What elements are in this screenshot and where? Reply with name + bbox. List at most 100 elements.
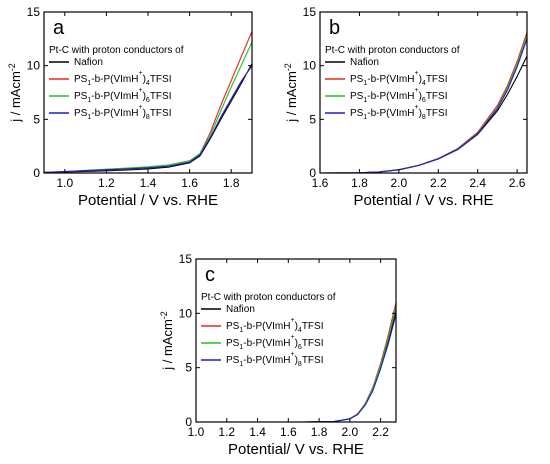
legend-entry-part: ) [295, 321, 298, 332]
legend-entry-part: PS [350, 74, 364, 85]
y-tick-label: 0 [185, 415, 192, 429]
x-tick-label: 1.2 [218, 425, 235, 439]
legend-entry-part: 4 [422, 80, 426, 87]
legend-entry: PS1-b-P(VImH+)4TFSI [350, 70, 448, 87]
legend-entry-part: -b-P(VImH [367, 91, 414, 102]
legend-entry-part: 8 [298, 361, 302, 368]
x-tick-label: 2.6 [509, 176, 526, 190]
legend-entry-part: Nafion [74, 57, 103, 68]
legend-entry-part: TFSI [150, 74, 172, 85]
legend-entry: PS1-b-P(VImH+)8TFSI [226, 351, 324, 368]
legend-entry-part: + [290, 351, 294, 358]
legend-entry-part: + [138, 70, 142, 77]
legend-entry-part: PS [350, 91, 364, 102]
legend-entry-part: ) [143, 91, 146, 102]
panel-label: c [205, 264, 215, 286]
legend-entry: PS1-b-P(VImH+)4TFSI [226, 317, 324, 334]
legend-entry: PS1-b-P(VImH+)6TFSI [226, 334, 324, 351]
legend-entry-part: + [138, 104, 142, 111]
legend-entry-part: 1 [87, 114, 91, 121]
plot-frame [195, 258, 397, 423]
legend-entry-part: ) [295, 338, 298, 349]
y-axis-label-sup: -2 [283, 63, 293, 71]
legend-entry-part: 1 [239, 327, 243, 334]
legend-entry-part: + [414, 70, 418, 77]
x-tick-label: 1.4 [249, 425, 266, 439]
legend-title: Pt-C with proton conductors of [201, 292, 336, 303]
legend-entry-part: 8 [422, 114, 426, 121]
series-line-3 [44, 65, 252, 173]
y-axis-label-sup: -2 [7, 63, 17, 71]
y-axis-label-main: j / mAcm [8, 71, 23, 123]
x-tick-label: 2.0 [391, 176, 408, 190]
legend-title: Pt-C with proton conductors of [49, 45, 184, 56]
x-tick-label: 1.6 [181, 176, 198, 190]
x-tick-label: 1.2 [98, 176, 115, 190]
legend-entry-part: 6 [146, 97, 150, 104]
x-axis-label: Potential / V vs. RHE [353, 192, 493, 209]
legend-entry-part: + [290, 334, 294, 341]
y-tick-label: 15 [27, 5, 41, 19]
legend-entry-part: 1 [363, 80, 367, 87]
series-line-3 [211, 314, 396, 422]
x-tick-label: 2.2 [372, 425, 389, 439]
legend-entry-part: 1 [239, 361, 243, 368]
y-tick-label: 0 [309, 166, 316, 180]
x-tick-label: 2.2 [430, 176, 447, 190]
x-axis-label: Potential/ V vs. RHE [228, 441, 364, 458]
legend-entry: PS1-b-P(VImH+)6TFSI [74, 87, 172, 104]
legend-entry-part: 1 [363, 97, 367, 104]
legend-entry-part: 1 [363, 114, 367, 121]
legend-entry-part: TFSI [426, 91, 448, 102]
legend-entry-part: PS [350, 108, 364, 119]
legend-entry-part: -b-P(VImH [91, 91, 138, 102]
legend-entry-part: 1 [87, 97, 91, 104]
x-tick-label: 1.0 [188, 425, 205, 439]
x-tick-label: 1.8 [223, 176, 240, 190]
legend-entry: PS1-b-P(VImH+)8TFSI [350, 104, 448, 121]
legend-entry-part: TFSI [150, 108, 172, 119]
x-tick-label: 2.4 [469, 176, 486, 190]
legend-entry: Nafion [74, 57, 103, 68]
legend-entry-part: ) [295, 355, 298, 366]
legend-entry-part: -b-P(VImH [367, 74, 414, 85]
x-axis-label: Potential / V vs. RHE [78, 192, 218, 209]
legend-entry: Nafion [350, 57, 379, 68]
legend-entry-part: TFSI [302, 338, 324, 349]
legend-entry-part: 4 [298, 327, 302, 334]
plot-frame [319, 11, 528, 174]
y-tick-label: 10 [27, 59, 41, 73]
y-tick-label: 15 [179, 252, 193, 266]
legend-entry-part: + [138, 87, 142, 94]
series-line-0 [44, 63, 252, 173]
legend-entry-part: -b-P(VImH [91, 74, 138, 85]
legend-entry-part: PS [74, 108, 88, 119]
x-tick-label: 1.8 [311, 425, 328, 439]
y-axis-label-main: j / mAcm [284, 71, 299, 123]
y-tick-label: 5 [309, 112, 316, 126]
legend-entry-part: 6 [298, 344, 302, 351]
legend-entry-part: Nafion [350, 57, 379, 68]
legend-entry-part: 1 [239, 344, 243, 351]
legend-entry-part: ) [419, 74, 422, 85]
legend-entry-part: -b-P(VImH [91, 108, 138, 119]
legend-entry-part: PS [226, 355, 240, 366]
legend-entry: PS1-b-P(VImH+)4TFSI [74, 70, 172, 87]
x-tick-label: 1.6 [280, 425, 297, 439]
legend-entry-part: TFSI [426, 108, 448, 119]
legend-entry-part: -b-P(VImH [243, 321, 290, 332]
x-tick-label: 1.6 [312, 176, 329, 190]
legend-entry-part: -b-P(VImH [367, 108, 414, 119]
legend-entry-part: ) [143, 74, 146, 85]
legend-entry-part: ) [419, 108, 422, 119]
legend-entry-part: + [414, 87, 418, 94]
y-tick-label: 15 [303, 5, 317, 19]
legend-entry-part: PS [226, 321, 240, 332]
legend-entry-part: TFSI [302, 355, 324, 366]
x-tick-label: 1.4 [140, 176, 157, 190]
y-axis-label-main: j / mAcm [160, 319, 175, 371]
y-tick-label: 0 [33, 166, 40, 180]
legend-entry-part: + [414, 104, 418, 111]
y-axis-label: j / mAcm-2 [283, 63, 299, 123]
legend-entry-part: 8 [146, 114, 150, 121]
